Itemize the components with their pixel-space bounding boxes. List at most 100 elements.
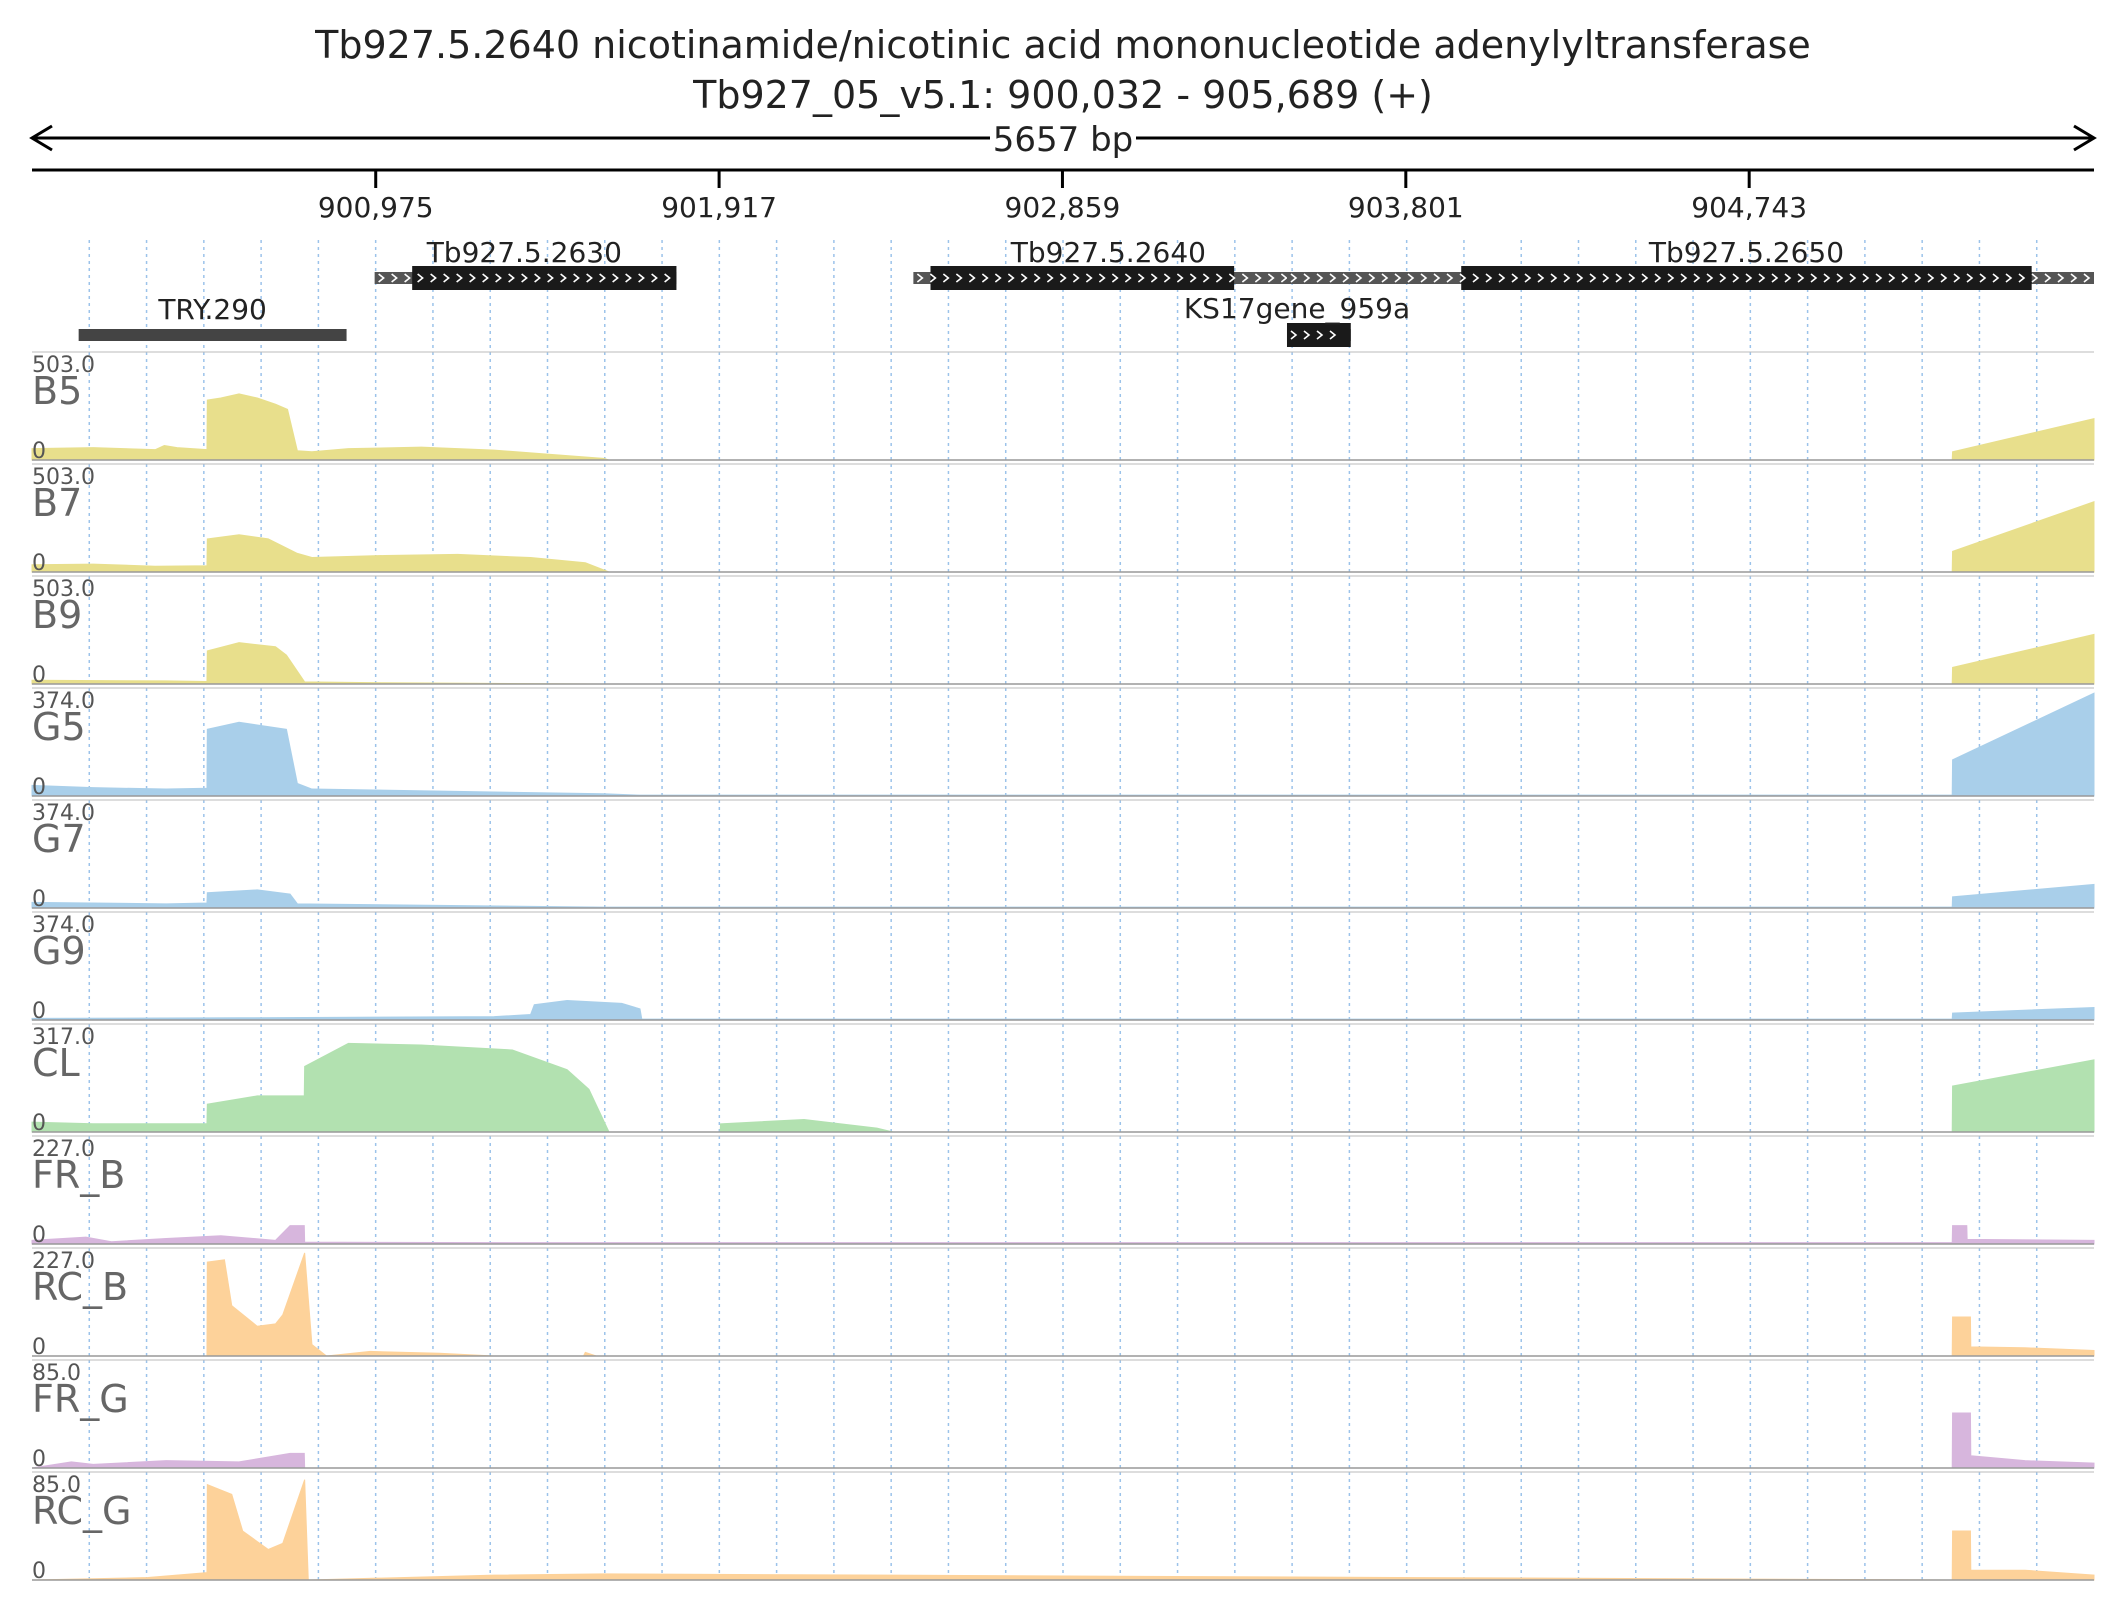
gene-feature[interactable]: Tb927.5.2650 — [1286, 236, 2094, 290]
gene-feature[interactable]: Tb927.5.2630 — [374, 236, 677, 290]
gene-label: TRY.290 — [157, 293, 267, 326]
strand-arrow-icon — [2018, 273, 2026, 283]
strand-arrow-icon — [1303, 273, 1311, 283]
strand-arrow-icon — [547, 273, 554, 283]
strand-arrow-icon — [1875, 273, 1883, 283]
strand-arrow-icon — [1732, 273, 1740, 283]
strand-arrow-icon — [1966, 273, 1974, 283]
strand-arrow-icon — [664, 273, 671, 283]
gene-feature[interactable]: Tb927.5.2640 — [913, 236, 1304, 290]
strand-arrow-icon — [1433, 273, 1441, 283]
strand-arrow-icon — [1498, 273, 1506, 283]
strand-arrow-icon — [1693, 273, 1701, 283]
strand-arrow-icon — [1241, 273, 1249, 283]
strand-arrow-icon — [612, 273, 619, 283]
strand-arrow-icon — [443, 273, 450, 283]
coverage-area — [31, 1479, 2095, 1581]
track-max-label: 503.0 — [32, 353, 95, 378]
span-length-label: 5657 bp — [993, 120, 1134, 160]
strand-arrow-icon — [1329, 273, 1337, 283]
coverage-track: 85.0FR_G 0 — [31, 1359, 2095, 1472]
strand-arrow-icon — [1953, 273, 1961, 283]
gene-feature[interactable]: KS17gene_959a — [1184, 292, 1410, 347]
strand-arrow-icon — [1706, 273, 1714, 283]
strand-arrow-icon — [1589, 273, 1597, 283]
strand-arrow-icon — [1927, 273, 1935, 283]
coverage-area — [31, 500, 2095, 573]
strand-arrow-icon — [1940, 273, 1948, 283]
strand-arrow-icon — [1033, 273, 1041, 283]
coverage-area — [31, 633, 2095, 685]
strand-arrow-icon — [1085, 273, 1093, 283]
track-min-label: 0 — [32, 1335, 46, 1360]
strand-arrow-icon — [1046, 273, 1054, 283]
gene-bar — [78, 329, 347, 341]
gene-label: KS17gene_959a — [1184, 292, 1410, 325]
strand-arrow-icon — [378, 273, 385, 283]
track-min-label: 0 — [32, 999, 46, 1024]
track-name-label: CL — [32, 1041, 80, 1085]
strand-arrow-icon — [1914, 273, 1922, 283]
strand-arrow-icon — [1189, 273, 1197, 283]
strand-arrow-icon — [1202, 273, 1210, 283]
strand-arrow-icon — [1524, 273, 1532, 283]
track-min-label: 0 — [32, 663, 46, 688]
strand-arrow-icon — [1228, 273, 1236, 283]
track-name-label: G9 — [32, 929, 86, 973]
strand-arrow-icon — [1563, 273, 1571, 283]
strand-arrow-icon — [1472, 273, 1480, 283]
gene-title: Tb927.5.2640 nicotinamide/nicotinic acid… — [314, 23, 1811, 67]
track-min-label: 0 — [32, 439, 46, 464]
gene-feature[interactable]: TRY.290 — [78, 293, 347, 341]
strand-arrow-icon — [1888, 273, 1896, 283]
strand-arrow-icon — [1628, 273, 1636, 283]
strand-arrow-icon — [1745, 273, 1753, 283]
strand-arrow-icon — [1394, 273, 1402, 283]
strand-arrow-icon — [1784, 273, 1792, 283]
strand-arrow-icon — [2083, 273, 2091, 283]
track-min-label: 0 — [32, 1447, 46, 1472]
strand-arrow-icon — [469, 273, 476, 283]
strand-arrow-icon — [456, 273, 463, 283]
gene-cds-bar — [930, 266, 1235, 290]
strand-arrow-icon — [1797, 273, 1805, 283]
strand-arrow-icon — [1992, 273, 2000, 283]
coverage-track: 374.0G7 0 — [31, 799, 2095, 912]
track-min-label: 0 — [32, 1559, 46, 1584]
coverage-track: 503.0B5 0 — [31, 351, 2095, 464]
strand-arrow-icon — [1267, 273, 1275, 283]
coverage-area — [31, 1225, 2095, 1245]
track-name-label: FR_B — [32, 1153, 125, 1197]
strand-arrow-icon — [430, 273, 437, 283]
strand-arrow-icon — [1537, 273, 1545, 283]
strand-arrow-icon — [1150, 273, 1158, 283]
strand-arrow-icon — [1355, 273, 1363, 283]
strand-arrow-icon — [1420, 273, 1428, 283]
coverage-track: 503.0B7 0 — [31, 463, 2095, 576]
strand-arrow-icon — [1862, 273, 1870, 283]
track-min-label: 0 — [32, 775, 46, 800]
strand-arrow-icon — [1641, 273, 1649, 283]
track-max-label: 85.0 — [32, 1473, 81, 1498]
strand-arrow-icon — [929, 273, 937, 283]
span-arrow: 5657 bp — [29, 118, 2097, 160]
strand-arrow-icon — [1316, 273, 1324, 283]
track-name-label: G7 — [32, 817, 86, 861]
gene-annotation-track: Tb927.5.2630 Tb927.5.2640 Tb927.5.2650 KS17… — [78, 236, 2094, 347]
strand-arrow-icon — [1823, 273, 1831, 283]
strand-arrow-icon — [1342, 273, 1350, 283]
track-min-label: 0 — [32, 551, 46, 576]
strand-arrow-icon — [981, 273, 989, 283]
strand-arrow-icon — [1368, 273, 1376, 283]
strand-arrow-icon — [1163, 273, 1171, 283]
strand-arrow-icon — [1979, 273, 1987, 283]
strand-arrow-icon — [1329, 330, 1337, 340]
strand-arrow-icon — [508, 273, 515, 283]
track-name-label: G5 — [32, 705, 86, 749]
track-max-label: 227.0 — [32, 1137, 95, 1162]
coverage-area — [31, 692, 2095, 797]
strand-arrow-icon — [1771, 273, 1779, 283]
strand-arrow-icon — [1615, 273, 1623, 283]
strand-arrow-icon — [1290, 330, 1298, 340]
